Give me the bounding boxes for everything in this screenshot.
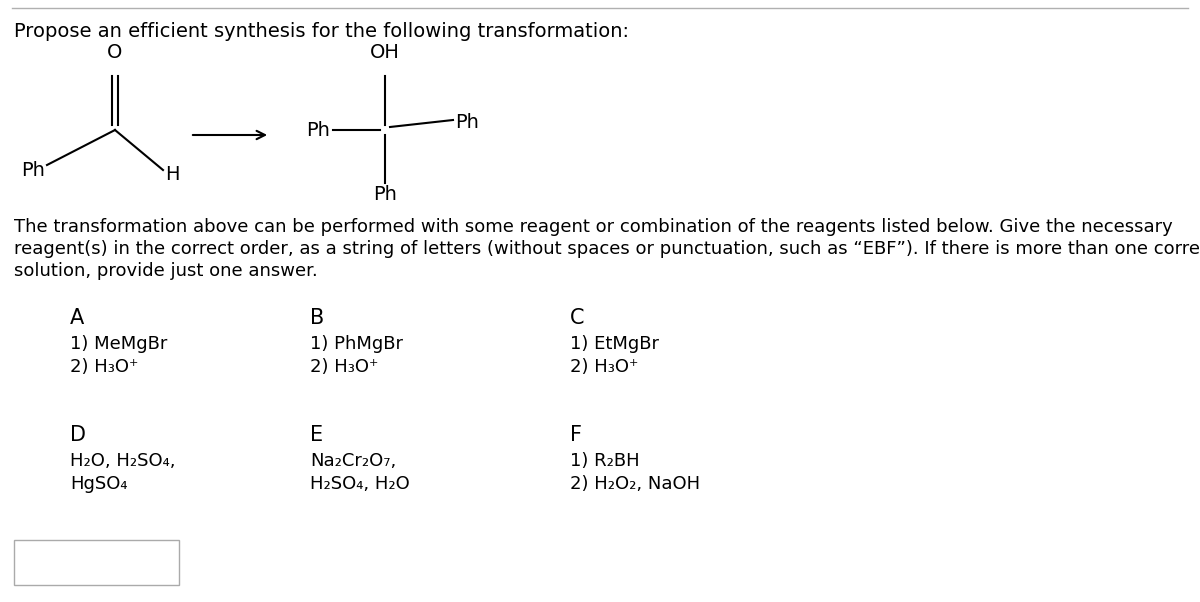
Text: Na₂Cr₂O₇,: Na₂Cr₂O₇, [310,452,396,470]
Text: 2) H₂O₂, NaOH: 2) H₂O₂, NaOH [570,475,700,493]
Text: The transformation above can be performed with some reagent or combination of th: The transformation above can be performe… [14,218,1172,236]
Text: 2) H₃O⁺: 2) H₃O⁺ [70,358,138,376]
Text: OH: OH [370,43,400,62]
FancyBboxPatch shape [14,540,179,585]
Text: B: B [310,308,324,328]
Text: E: E [310,425,323,445]
Text: reagent(s) in the correct order, as a string of letters (without spaces or punct: reagent(s) in the correct order, as a st… [14,240,1200,258]
Text: A: A [70,308,84,328]
Text: Ph: Ph [22,161,46,179]
Text: Ph: Ph [373,185,397,204]
Text: F: F [570,425,582,445]
Text: 2) H₃O⁺: 2) H₃O⁺ [310,358,378,376]
Text: 1) MeMgBr: 1) MeMgBr [70,335,167,353]
Text: H₂SO₄, H₂O: H₂SO₄, H₂O [310,475,409,493]
Text: 1) EtMgBr: 1) EtMgBr [570,335,659,353]
Text: 1) PhMgBr: 1) PhMgBr [310,335,403,353]
Text: 2) H₃O⁺: 2) H₃O⁺ [570,358,638,376]
Text: H: H [166,166,180,184]
Text: HgSO₄: HgSO₄ [70,475,127,493]
Text: C: C [570,308,584,328]
Text: Ph: Ph [306,120,330,140]
Text: 1) R₂BH: 1) R₂BH [570,452,640,470]
Text: H₂O, H₂SO₄,: H₂O, H₂SO₄, [70,452,175,470]
Text: Ph: Ph [455,113,479,131]
Text: D: D [70,425,86,445]
Text: Propose an efficient synthesis for the following transformation:: Propose an efficient synthesis for the f… [14,22,629,41]
Text: O: O [107,43,122,62]
Text: solution, provide just one answer.: solution, provide just one answer. [14,262,318,280]
